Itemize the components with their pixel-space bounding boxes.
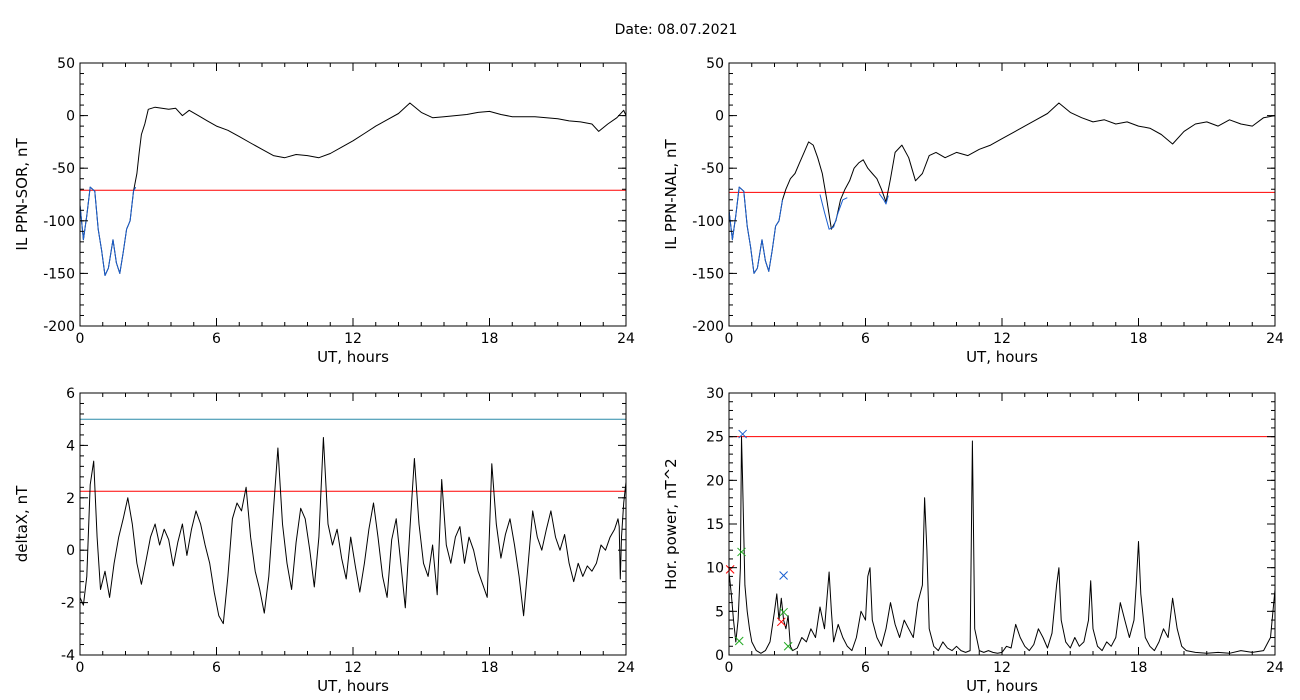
x-marker xyxy=(737,547,746,557)
x-tick-label: 18 xyxy=(481,331,499,347)
chart-panel-deltax: 0 6 12 18 24 6 4 2 0 -2 -4 UT, hours deltaX, nT xyxy=(13,386,635,695)
chart-panel-il-sor: 0 6 12 18 24 50 0 -50 -100 -150 -200 UT, hours IL PP… xyxy=(13,56,635,366)
y-tick-label: 15 xyxy=(706,517,724,533)
x-tick-label: 6 xyxy=(861,331,870,347)
plot-frame xyxy=(79,62,627,327)
y-tick-label: -2 xyxy=(61,596,75,612)
y-axis-label: deltaX, nT xyxy=(13,485,31,562)
y-tick-label: -200 xyxy=(43,319,75,335)
x-marker-stroke xyxy=(779,571,788,580)
x-tick-label: 18 xyxy=(1130,660,1148,676)
x-axis-label: UT, hours xyxy=(317,677,389,695)
x-marker-stroke xyxy=(776,617,786,627)
y-tick-label: 30 xyxy=(706,386,724,402)
chart-panel-il-nal: 0 6 12 18 24 50 0 -50 -100 -150 -200 UT, hours IL PP… xyxy=(662,56,1284,366)
y-tick-label: -50 xyxy=(701,161,724,177)
x-tick-label: 6 xyxy=(212,331,221,347)
y-axis-label: IL PPN-SOR, nT xyxy=(13,138,31,251)
x-tick-label: 24 xyxy=(1266,660,1284,676)
x-tick-label: 24 xyxy=(617,331,635,347)
x-tick-label: 0 xyxy=(76,331,85,347)
x-axis-label: UT, hours xyxy=(317,348,389,366)
series-line-0 xyxy=(728,102,1276,274)
y-tick-label: 25 xyxy=(706,430,724,446)
x-marker-stroke xyxy=(779,607,788,617)
y-tick-label: 5 xyxy=(715,604,724,620)
x-marker xyxy=(783,641,793,651)
series-line-0 xyxy=(79,437,627,625)
x-marker-stroke xyxy=(737,547,746,557)
x-tick-label: 24 xyxy=(1266,331,1284,347)
x-marker-stroke xyxy=(738,429,748,439)
x-marker xyxy=(779,571,788,580)
x-tick-label: 12 xyxy=(993,331,1011,347)
y-tick-label: 50 xyxy=(57,56,75,72)
y-tick-label: -100 xyxy=(43,214,75,230)
y-tick-label: -50 xyxy=(52,161,75,177)
x-tick-label: 12 xyxy=(344,331,362,347)
x-marker xyxy=(725,565,735,574)
y-tick-label: 10 xyxy=(706,561,724,577)
x-axis-label: UT, hours xyxy=(966,348,1038,366)
plot-frame xyxy=(728,62,1276,327)
y-tick-label: -4 xyxy=(61,648,75,664)
x-tick-label: 6 xyxy=(861,660,870,676)
y-tick-label: 0 xyxy=(66,109,75,125)
plot-frame xyxy=(728,392,1276,656)
y-tick-label: -150 xyxy=(43,266,75,282)
figure-title: Date: 08.07.2021 xyxy=(615,22,738,38)
y-tick-label: -150 xyxy=(692,266,724,282)
x-tick-label: 12 xyxy=(993,660,1011,676)
chart-panel-hor-power: 0 6 12 18 24 30 25 20 15 10 5 0 UT, hours Hor. power,… xyxy=(662,386,1284,695)
x-marker-stroke xyxy=(725,565,735,574)
y-tick-label: 2 xyxy=(66,491,75,507)
y-axis-label: Hor. power, nT^2 xyxy=(662,458,680,589)
y-axis-label: IL PPN-NAL, nT xyxy=(662,139,680,250)
y-tick-label: 0 xyxy=(715,109,724,125)
y-tick-label: 50 xyxy=(706,56,724,72)
x-tick-label: 18 xyxy=(481,660,499,676)
y-tick-label: 20 xyxy=(706,473,724,489)
x-tick-label: 12 xyxy=(344,660,362,676)
x-tick-label: 0 xyxy=(725,331,734,347)
x-axis-label: UT, hours xyxy=(966,677,1038,695)
y-tick-label: 0 xyxy=(66,543,75,559)
series-line-1 xyxy=(79,186,137,276)
x-marker xyxy=(776,617,786,627)
y-tick-label: 4 xyxy=(66,438,75,454)
x-tick-label: 18 xyxy=(1130,331,1148,347)
series-line-1 xyxy=(728,186,783,274)
x-marker xyxy=(738,429,748,439)
x-marker-stroke xyxy=(734,636,744,646)
x-marker xyxy=(779,607,788,617)
y-tick-label: -200 xyxy=(692,319,724,335)
series-line-0 xyxy=(728,436,1276,654)
plot-frame xyxy=(79,392,627,656)
x-tick-label: 0 xyxy=(725,660,734,676)
x-tick-label: 0 xyxy=(76,660,85,676)
x-marker-stroke xyxy=(783,641,793,651)
x-tick-label: 24 xyxy=(617,660,635,676)
series-line-2 xyxy=(819,194,848,230)
x-marker xyxy=(734,636,744,646)
x-tick-label: 6 xyxy=(212,660,221,676)
series-line-0 xyxy=(79,102,627,276)
y-tick-label: -100 xyxy=(692,214,724,230)
y-tick-label: 6 xyxy=(66,386,75,402)
y-tick-label: 0 xyxy=(715,648,724,664)
series-line-3 xyxy=(878,193,889,205)
